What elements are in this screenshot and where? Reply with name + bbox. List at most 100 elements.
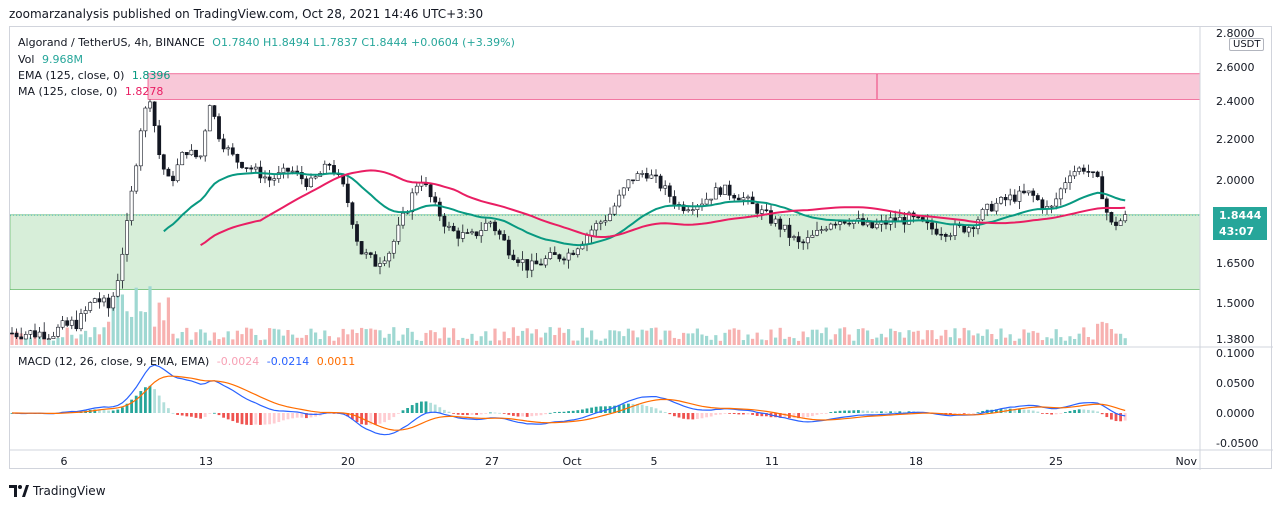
macd-histogram-bar [801,413,805,418]
macd-histogram-bar [383,413,386,423]
chart-frame[interactable]: 2.8000 2.6000 2.4000 2.2000 2.0000 1.6500 1.50… [9,26,1273,470]
legend-ema-row[interactable]: EMA (125, close, 0) 1.8396 [18,69,174,82]
ema-line [163,171,1126,247]
macd-histogram-bar [709,413,713,417]
macd-histogram-bar [153,389,156,413]
macd-histogram-bar [470,413,474,415]
macd-histogram-bar [857,410,860,413]
candle-body [773,218,778,224]
volume-bar [626,328,630,345]
macd-histogram-bar [677,413,681,418]
macd-histogram-value: -0.0024 [216,355,260,368]
candle-body [1063,182,1068,190]
volume-bar [157,302,161,345]
volume-bar [728,329,732,345]
volume-bar [622,336,626,345]
candle-body [456,230,461,239]
candle-body [65,320,70,326]
volume-bar [824,327,828,345]
macd-histogram-bar [654,408,658,413]
currency-button[interactable]: USDT [1229,38,1265,51]
macd-histogram-bar [1114,413,1118,422]
candle-body [571,252,576,255]
macd-histogram-bar [1027,409,1030,413]
candle-body [129,190,134,221]
candle-body [451,225,456,232]
macd-histogram-bar [847,410,851,413]
symbol-label[interactable]: Algorand / TetherUS, 4h, BINANCE [18,36,205,49]
macd-histogram-bar [737,413,741,415]
macd-histogram-bar [346,413,350,417]
macd-histogram-bar [535,413,538,416]
candle-body [874,223,879,229]
volume-bar [981,335,985,345]
macd-histogram-bar [829,412,833,413]
footer[interactable]: TradingView [9,484,106,498]
current-price-tag: 1.8444 [1213,207,1267,224]
candle-body [138,130,143,167]
legend-macd-row[interactable]: MACD (12, 26, close, 9, EMA, EMA) -0.002… [18,355,359,368]
candle-body [640,173,645,175]
macd-histogram-bar [489,412,492,414]
candle-body [69,319,74,326]
macd-histogram-bar [755,413,759,416]
macd-histogram-bar [148,385,152,413]
candle-body [824,228,829,231]
volume-bar [1022,329,1026,345]
macd-histogram-bar [167,408,170,413]
macd-histogram-bar [130,399,133,413]
candle-body [313,176,318,179]
macd-histogram-bar [493,412,497,414]
macd-histogram-bar [121,407,124,413]
macd-histogram-bar [594,406,598,413]
candle-body [543,258,548,266]
macd-histogram-bar [778,413,782,418]
candle-body [649,174,654,179]
volume-bar [990,333,994,345]
candle-body [566,252,571,261]
macd-histogram-bar [659,410,662,413]
macd-histogram-bar [590,407,593,413]
volume-bar [534,329,538,345]
volume-bar [314,332,318,345]
volume-bar [544,332,548,345]
macd-histogram-bar [194,413,198,418]
volume-bar [79,334,83,345]
volume-bar [925,330,929,345]
macd-histogram-bar [972,413,975,414]
volume-bar [649,328,653,345]
volume-bar [976,333,980,345]
macd-histogram-bar [226,413,230,420]
volume-bar [360,327,364,345]
volume-bar [893,331,897,345]
candle-body [1031,190,1036,196]
candle-body [488,221,493,224]
ma-value: 1.8278 [124,85,164,98]
candle-body [304,178,309,188]
volume-bar [383,337,387,345]
volume-bar [659,339,663,345]
macd-histogram-bar [576,410,580,413]
macd-histogram-bar [521,413,524,417]
legend-volume-row[interactable]: Vol 9.968M [18,53,87,66]
price-pane[interactable] [10,27,1200,346]
macd-pane[interactable] [10,27,1200,470]
volume-bar [640,329,644,345]
candle-body [506,239,511,256]
candle-body [148,101,152,109]
volume-bar [401,334,405,345]
macd-histogram-bar [1036,411,1040,413]
candle-body [88,302,93,311]
volume-bar [355,332,359,345]
macd-histogram-bar [700,413,704,419]
volume-bar [1123,338,1127,345]
volume-bar [56,338,60,345]
volume-bar [1008,334,1012,345]
macd-histogram-bar [1119,413,1122,422]
volume-bar [847,334,851,345]
volume-bar [1114,333,1118,345]
volume-bar [286,329,290,345]
candle-body [189,149,194,156]
volume-bar [962,327,966,345]
legend-ma-row[interactable]: MA (125, close, 0) 1.8278 [18,85,167,98]
